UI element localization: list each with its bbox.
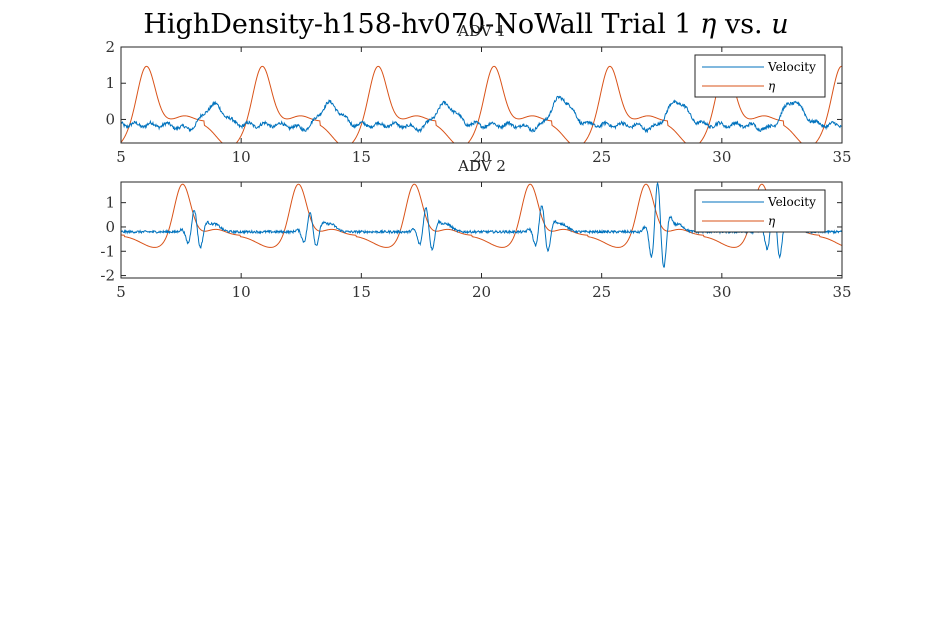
x-tick-label: 5 [116,283,126,301]
series-line-velocity-1 [121,95,842,134]
legend-label-eta-adv1: η [768,79,776,93]
x-tick-label: 10 [232,283,251,301]
ticks-adv2: 5 10 15 20 25 30 35 -2 -1 0 1 [100,182,852,301]
y-tick-label: 1 [105,194,115,212]
figure-title-middle: vs. [716,9,771,40]
x-tick-label: 25 [592,148,611,166]
y-tick-label: -2 [100,267,115,285]
figure-title: HighDensity-h158-hv070-NoWall Trial 1 η … [143,9,788,40]
x-tick-label: 15 [352,148,371,166]
subplot-adv1: ADV 1 5 10 15 20 25 30 35 0 1 2 Velocity η [105,22,851,166]
series-line-eta-2 [121,183,842,248]
x-tick-label: 20 [472,148,491,166]
y-tick-label: -1 [100,242,115,260]
x-tick-label: 20 [472,283,491,301]
x-tick-label: 15 [352,283,371,301]
legend-label-velocity-adv2: Velocity [767,195,816,209]
y-tick-label: 0 [105,110,115,128]
y-tick-label: 2 [105,38,115,56]
subplot-title-adv2: ADV 2 [457,157,506,175]
x-tick-label: 10 [232,148,251,166]
legend-adv2[interactable]: Velocity η [694,189,826,233]
x-tick-label: 5 [116,148,126,166]
x-tick-label: 35 [832,283,851,301]
legend-label-eta-adv2: η [768,214,776,228]
x-tick-label: 30 [712,283,731,301]
ticks-adv1: 5 10 15 20 25 30 35 0 1 2 [105,38,851,166]
x-tick-label: 35 [832,148,851,166]
x-tick-label: 25 [592,283,611,301]
figure-title-eta: η [700,9,716,40]
y-tick-label: 1 [105,74,115,92]
legend-adv1[interactable]: Velocity η [694,54,826,98]
legend-label-velocity-adv1: Velocity [767,60,816,74]
x-tick-label: 30 [712,148,731,166]
subplot-adv2: ADV 2 5 10 15 20 25 30 35 -2 -1 0 1 Velocity η [100,157,851,301]
legend-box-adv1 [694,54,826,98]
y-tick-label: 0 [105,218,115,236]
subplot-title-adv1: ADV 1 [457,22,506,40]
legend-box-adv2 [694,189,826,233]
figure-title-prefix: HighDensity-h158-hv070-NoWall Trial 1 [143,9,700,40]
figure-title-u: u [771,9,788,40]
